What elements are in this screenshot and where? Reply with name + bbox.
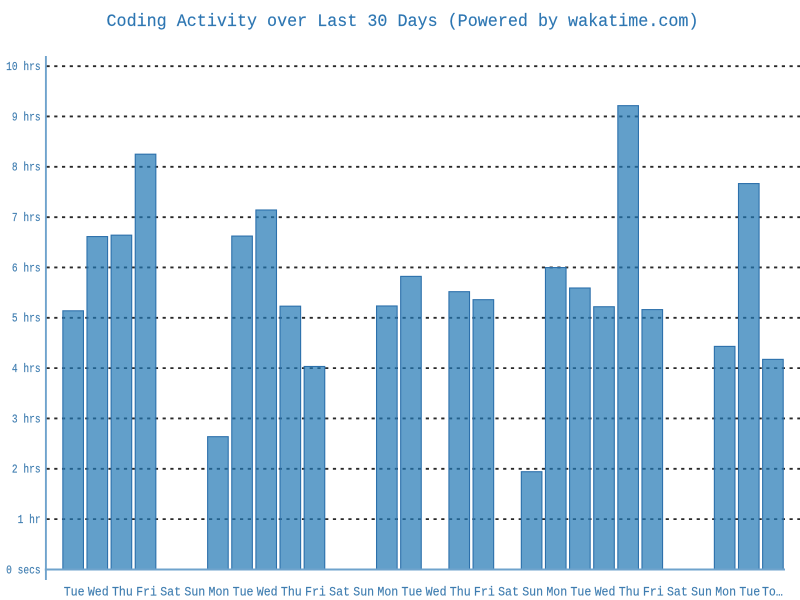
svg-text:Tue: Tue (570, 584, 591, 599)
svg-text:Wed: Wed (595, 584, 616, 599)
svg-text:Tue: Tue (739, 584, 760, 599)
svg-text:Sat: Sat (667, 584, 688, 599)
svg-text:Sat: Sat (498, 584, 519, 599)
svg-text:Mon: Mon (546, 584, 567, 599)
svg-text:4 hrs: 4 hrs (12, 362, 41, 376)
svg-text:Mon: Mon (209, 584, 230, 599)
svg-text:1 hr: 1 hr (18, 513, 41, 527)
svg-text:Fri: Fri (643, 584, 664, 599)
svg-text:5 hrs: 5 hrs (12, 312, 41, 326)
svg-text:Tue: Tue (64, 584, 85, 599)
svg-text:2 hrs: 2 hrs (12, 463, 41, 477)
svg-text:Fri: Fri (474, 584, 495, 599)
svg-text:Thu: Thu (619, 584, 640, 599)
svg-text:Sat: Sat (329, 584, 350, 599)
svg-text:Thu: Thu (112, 584, 133, 599)
svg-text:Fri: Fri (305, 584, 326, 599)
svg-text:Tue: Tue (402, 584, 423, 599)
svg-text:To…: To… (762, 584, 783, 599)
svg-text:Sun: Sun (353, 584, 374, 599)
svg-text:Mon: Mon (715, 584, 736, 599)
svg-text:7 hrs: 7 hrs (12, 211, 41, 225)
svg-text:Wed: Wed (426, 584, 447, 599)
svg-text:Wed: Wed (257, 584, 278, 599)
svg-text:Tue: Tue (233, 584, 254, 599)
svg-text:0 secs: 0 secs (6, 563, 41, 577)
svg-text:Sun: Sun (522, 584, 543, 599)
svg-text:Sun: Sun (184, 584, 205, 599)
svg-text:8 hrs: 8 hrs (12, 161, 41, 175)
svg-text:Thu: Thu (450, 584, 471, 599)
svg-text:10 hrs: 10 hrs (6, 60, 41, 74)
svg-text:Sat: Sat (160, 584, 181, 599)
svg-text:Coding Activity over Last 30 D: Coding Activity over Last 30 Days (Power… (107, 12, 699, 32)
svg-text:3 hrs: 3 hrs (12, 412, 41, 426)
svg-text:Fri: Fri (136, 584, 157, 599)
svg-text:6 hrs: 6 hrs (12, 261, 41, 275)
svg-text:Mon: Mon (377, 584, 398, 599)
svg-text:9 hrs: 9 hrs (12, 110, 41, 124)
svg-text:Sun: Sun (691, 584, 712, 599)
svg-text:Thu: Thu (281, 584, 302, 599)
svg-text:Wed: Wed (88, 584, 109, 599)
